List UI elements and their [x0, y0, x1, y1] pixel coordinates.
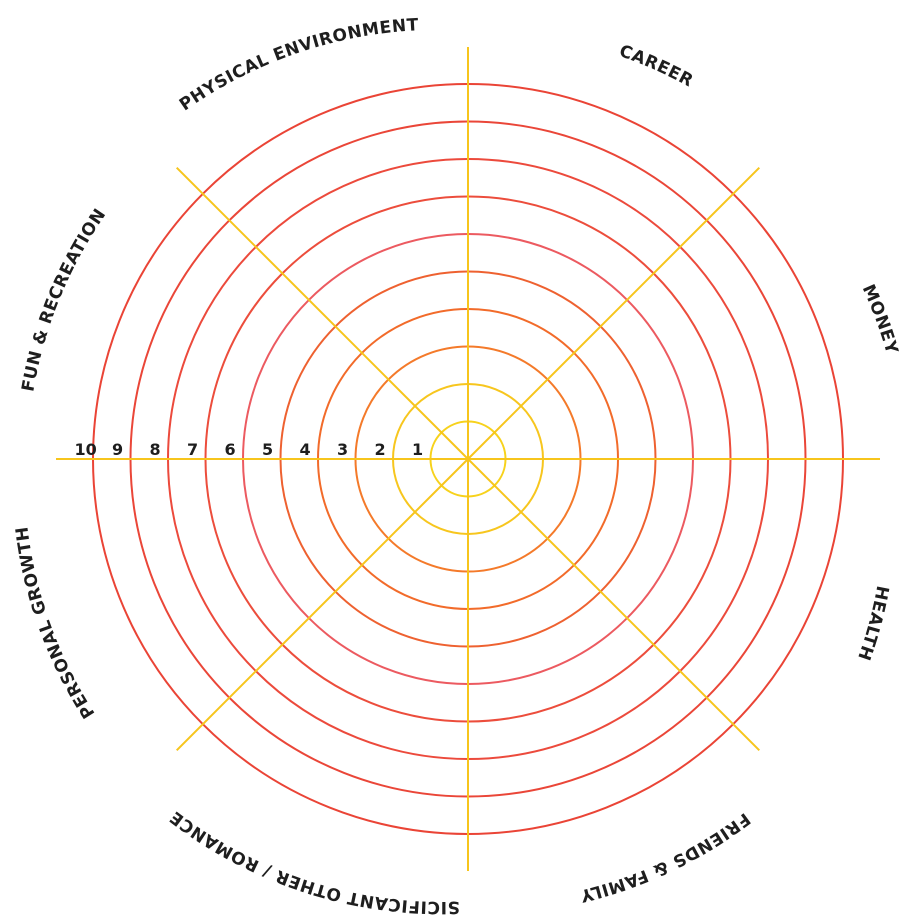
- scale-number-3: 3: [337, 440, 348, 459]
- scale-number-2: 2: [375, 440, 386, 459]
- segment-label-fun-recreation: FUN & RECREATION: [18, 205, 110, 393]
- category-spokes: [56, 47, 880, 871]
- scale-number-4: 4: [300, 440, 311, 459]
- scale-number-7: 7: [187, 440, 198, 459]
- spoke-line-6: [175, 458, 469, 752]
- segment-label-friends-family: FRIENDS & FAMILY: [578, 808, 754, 905]
- scale-number-10: 10: [75, 440, 97, 459]
- spoke-line-8: [175, 166, 469, 460]
- scale-number-6: 6: [225, 440, 236, 459]
- segment-label-career: CAREER: [617, 41, 697, 91]
- segment-label-romance: SICIFICANT OTHER / ROMANCE: [166, 806, 460, 916]
- spoke-line-4: [467, 458, 761, 752]
- scale-number-1: 1: [412, 440, 423, 459]
- segment-label-money: MONEY: [858, 282, 902, 357]
- rating-scale: 1 2 3 4 5 6 7 8 9 10: [75, 440, 424, 459]
- spoke-line-2: [467, 166, 761, 460]
- segment-label-physical-environment: PHYSICAL ENVIRONMENT: [176, 15, 419, 115]
- segment-label-personal-growth: PERSONAL GROWTH: [12, 525, 99, 722]
- segment-label-health: HEALTH: [853, 584, 892, 663]
- scale-number-8: 8: [150, 440, 161, 459]
- scale-number-9: 9: [112, 440, 123, 459]
- scale-number-5: 5: [262, 440, 273, 459]
